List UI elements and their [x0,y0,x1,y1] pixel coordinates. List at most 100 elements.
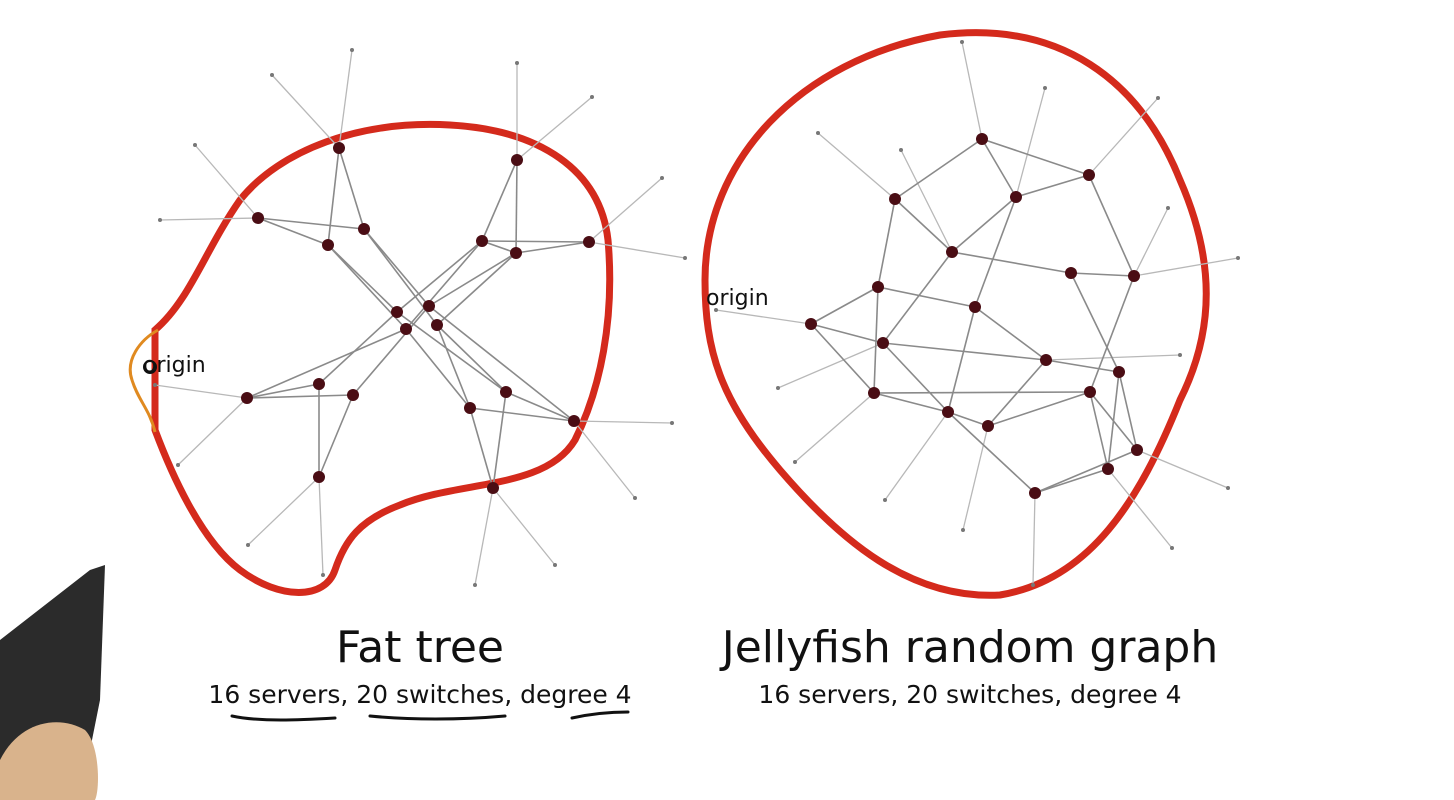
jellyfish-switches [805,133,1143,499]
fat-tree-switch-link [246,394,354,399]
jellyfish-switch-link [1089,275,1135,393]
fat-tree-switches [241,142,595,494]
jellyfish-server-link [794,392,875,463]
fat-tree-server [270,73,274,77]
jellyfish-switch-link [987,391,1091,427]
jellyfish-server [1031,583,1035,587]
jellyfish-switch-link [1107,371,1120,470]
fat-tree-server-link [271,74,340,149]
fat-tree-switch-node [347,389,359,401]
jellyfish-switch-node [1102,463,1114,475]
fat-tree-server-links [153,48,687,587]
fat-tree-switch-node [322,239,334,251]
fat-tree-switch-link [246,383,320,399]
fat-tree-switch-node [358,223,370,235]
jellyfish-server-link [1107,468,1173,549]
fat-tree-server-link [474,487,494,586]
hand-icon [0,722,98,800]
fat-tree-server [670,421,674,425]
jellyfish-server [883,498,887,502]
fat-tree-server-link [573,420,636,499]
fat-tree-server [553,563,557,567]
jellyfish-switch-link [1015,174,1090,198]
fat-tree-switch-link [396,240,483,313]
jellyfish-server [793,460,797,464]
jellyfish-server [960,40,964,44]
jellyfish-switch-node [1084,386,1096,398]
fat-tree-switch-link [428,252,517,307]
jellyfish-server-link [962,425,989,531]
fat-tree-switch-node [500,386,512,398]
fat-tree-server [176,463,180,467]
jellyfish-server [1236,256,1240,260]
jellyfish-switch-link [873,392,949,413]
jellyfish-switch-link [1045,359,1120,373]
jellyfish-switch-link [810,286,879,325]
fat-tree-switch-link [405,240,483,330]
jellyfish-switch-link [810,323,884,344]
fat-tree-server [193,143,197,147]
fat-tree-switch-link [436,324,471,409]
underline-switches [368,714,507,721]
fat-tree-switch-node [423,300,435,312]
jellyfish-server [899,148,903,152]
fat-tree-origin-highlight [128,328,159,433]
jellyfish-server-link [1045,354,1181,361]
jellyfish-switch-link [947,411,989,427]
jellyfish-server-links [714,40,1240,587]
fat-tree-switch-node [510,247,522,259]
jellyfish-switch-link [1118,371,1138,451]
fat-tree-server-link [247,476,320,546]
fat-tree-server [350,48,354,52]
fat-tree-title: Fat tree [336,622,504,673]
jellyfish-server-link [900,149,953,253]
jellyfish-switch-node [872,281,884,293]
jellyfish-switch-link [947,306,976,413]
jellyfish-title: Jellyfish random graph [721,622,1219,673]
jellyfish-switch-link [1034,449,1138,494]
fat-tree-switch-link [436,252,517,326]
fat-tree-server [590,95,594,99]
fat-tree-switch-link [405,328,471,409]
fat-tree-server-link [338,49,353,149]
jellyfish-subtitle: 16 servers, 20 switches, degree 4 [758,680,1182,709]
fat-tree-server-link [588,241,686,259]
jellyfish-switch-link [1088,174,1135,277]
jellyfish-switch-link [873,391,1091,394]
jellyfish-switch-node [1113,366,1125,378]
jellyfish-server-link [1133,257,1239,277]
jellyfish-outline [701,29,1210,599]
jellyfish-server [1043,86,1047,90]
jellyfish-server-link [1032,492,1036,586]
fat-tree-switch-link [505,391,575,422]
fat-tree-switch-link [469,407,494,489]
jellyfish-switch-link [894,138,983,200]
fat-tree-server [683,256,687,260]
fat-tree-switch-link [481,240,517,254]
fat-tree-server-link [492,487,556,566]
fat-tree-switch-node [241,392,253,404]
jellyfish-switch-link [882,342,1047,361]
fat-tree-switch-node [487,482,499,494]
jellyfish-switch-node [946,246,958,258]
fat-tree-switch-node [333,142,345,154]
fat-tree-server-link [516,96,593,161]
jellyfish-server [1170,546,1174,550]
jellyfish-switch-node [1065,267,1077,279]
fat-tree-switch-link [515,159,518,254]
jellyfish-switch-link [810,323,875,394]
fat-tree-server-link [177,397,248,466]
jellyfish-switch-link [1089,391,1109,470]
jellyfish-server [1178,353,1182,357]
fat-tree-switch-link [492,391,507,489]
jellyfish-server [1166,206,1170,210]
jellyfish-switch-node [805,318,817,330]
jellyfish-server [1226,486,1230,490]
fat-tree-switch-link [363,228,430,307]
fat-tree-switch-node [464,402,476,414]
fat-tree-origin-label: origin [143,353,206,378]
jellyfish-server-link [1136,449,1229,489]
jellyfish-server-link [817,132,896,200]
fat-tree-switch-link [436,324,507,393]
jellyfish-switch-node [877,337,889,349]
